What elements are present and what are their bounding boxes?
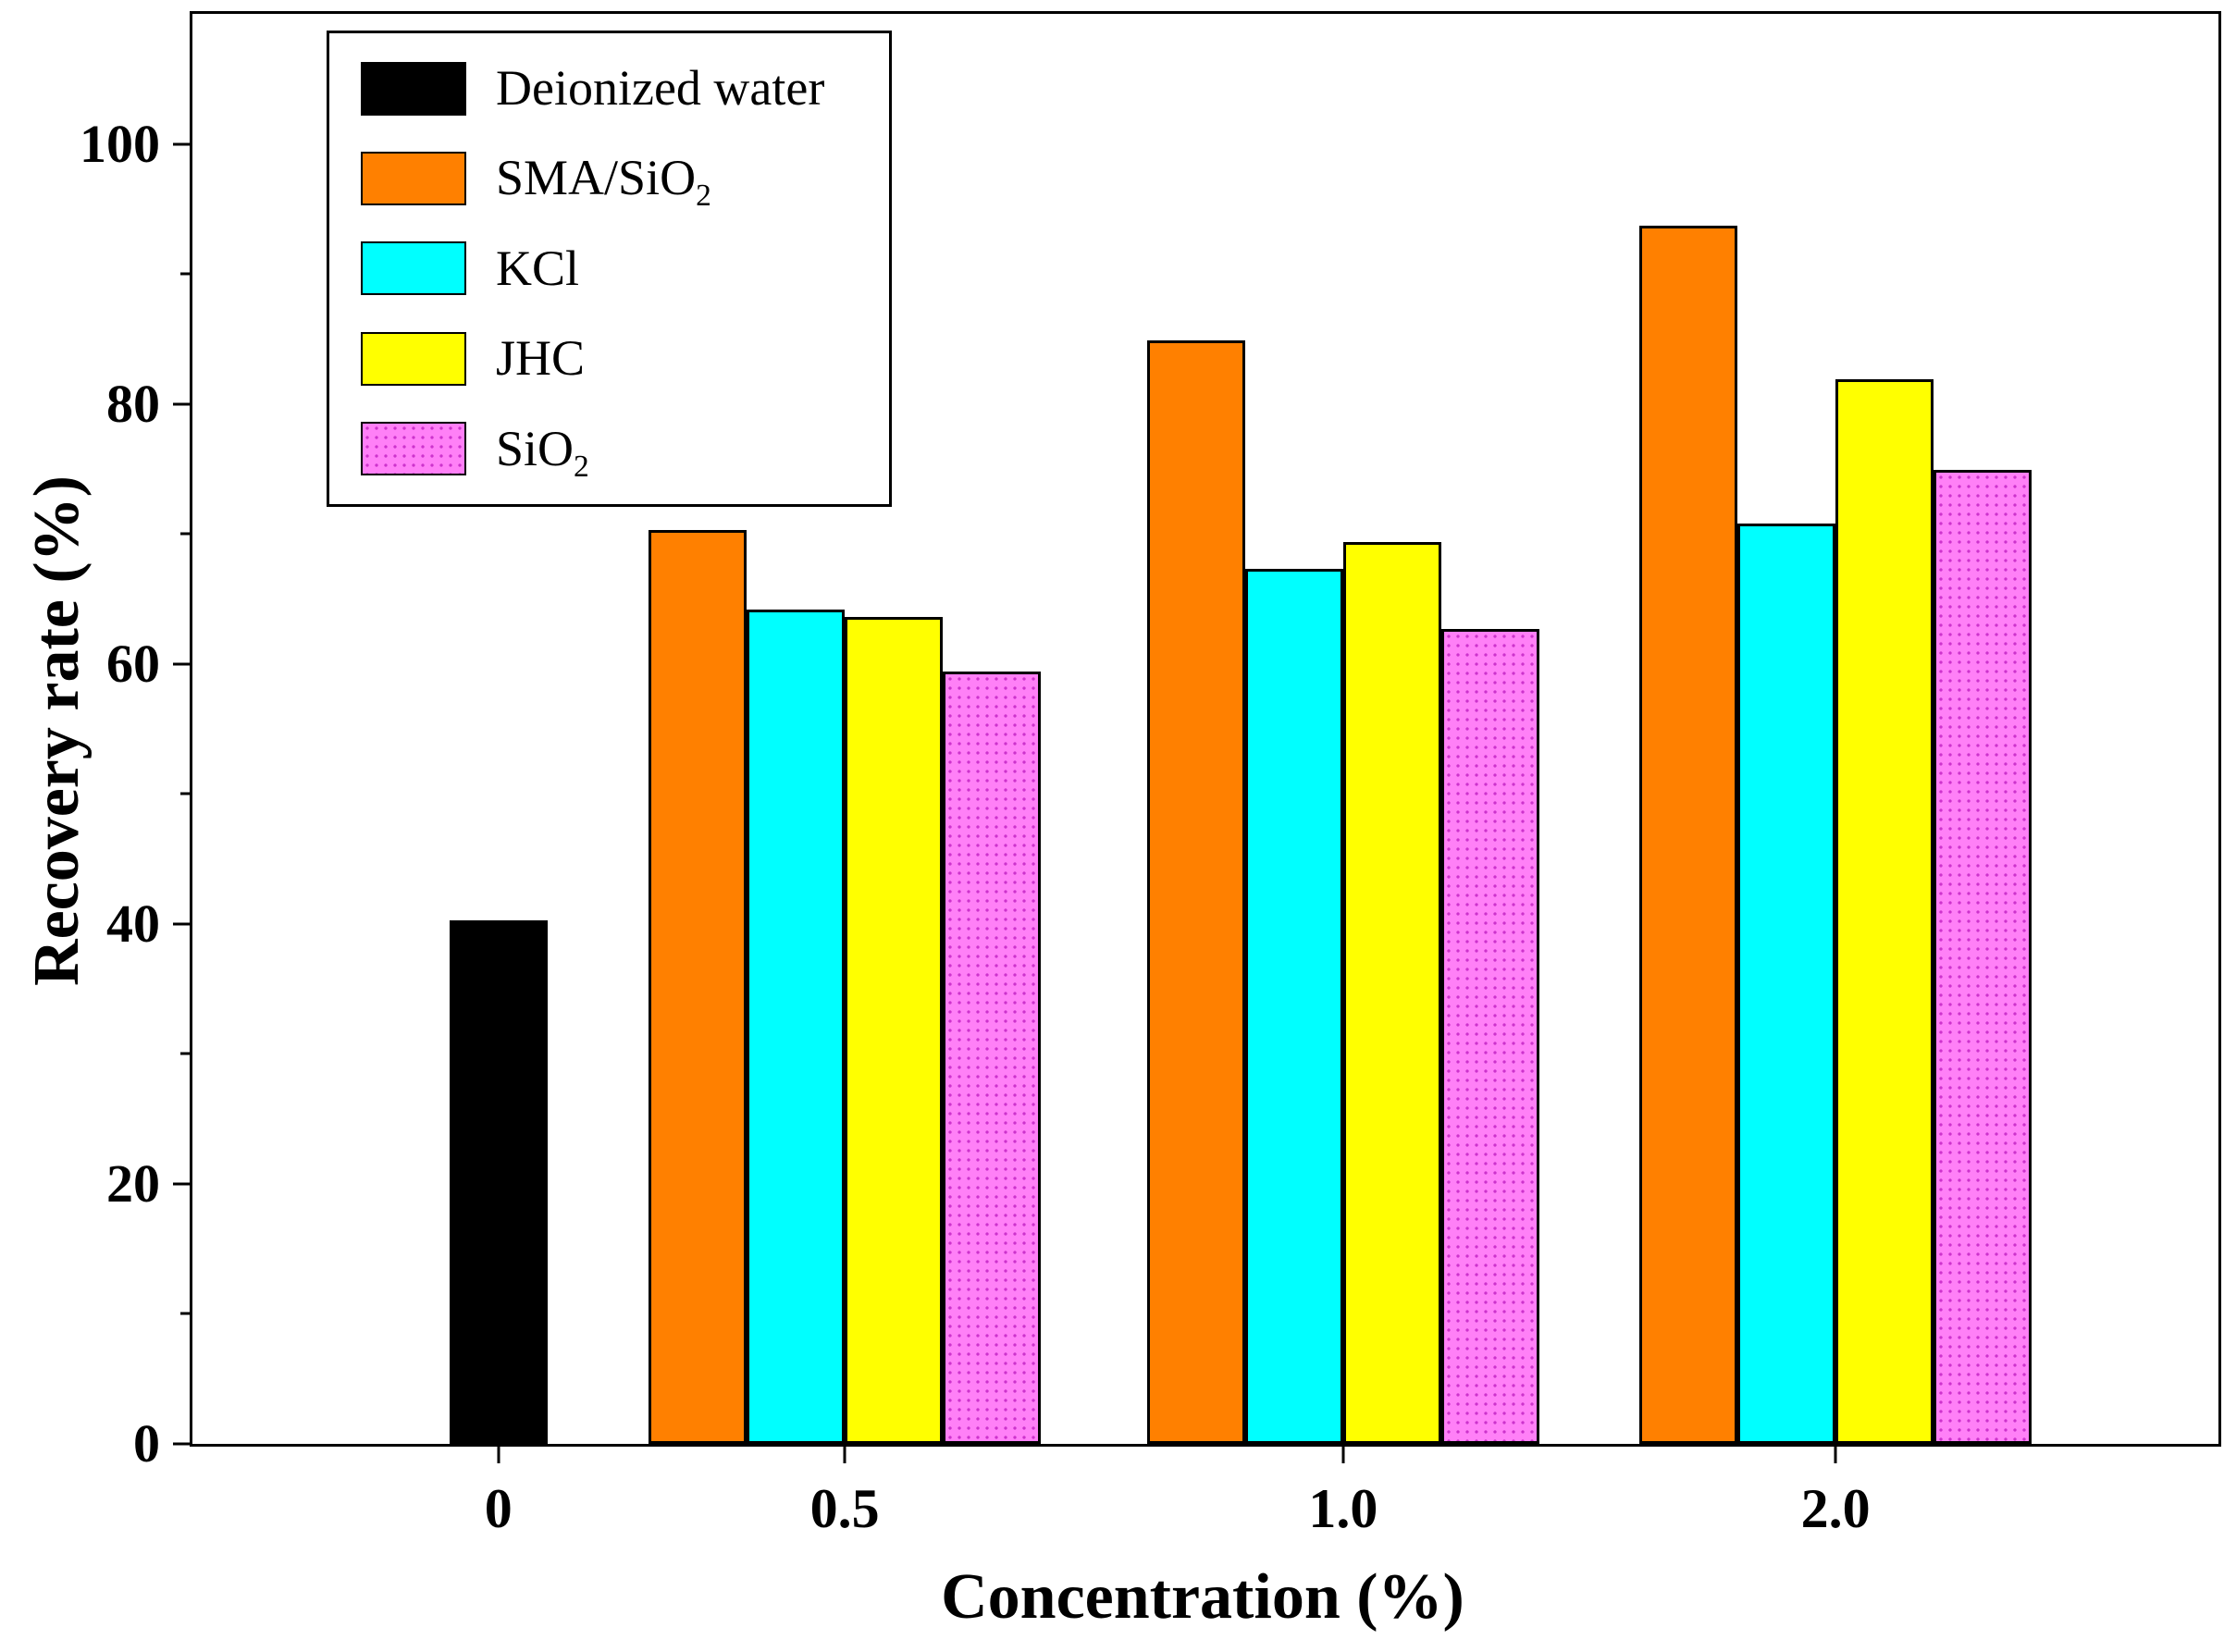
- x-axis-tick-label: 2.0: [1800, 1478, 1871, 1539]
- x-axis-tick-label: 0.5: [809, 1478, 880, 1539]
- subscript: 2: [696, 179, 711, 214]
- legend-swatch: [361, 422, 466, 476]
- x-axis-tick-label: 1.0: [1308, 1478, 1378, 1539]
- bar-sma-sio2: [649, 529, 748, 1444]
- plot-area: Deionized water SMA/SiO2 KCl JHC SiO2 0 20 40 6…: [80, 11, 2221, 1536]
- y-axis-major-tick: [173, 142, 190, 146]
- y-axis-tick-label: 80: [106, 373, 160, 434]
- bar-kcl: [747, 609, 846, 1444]
- y-axis-tick-label: 40: [106, 893, 160, 954]
- x-axis-title: Concentration (%): [941, 1561, 1464, 1633]
- y-axis-tick-label: 100: [80, 113, 160, 174]
- bar-jhc: [1835, 378, 1934, 1444]
- legend-label: KCl: [496, 240, 580, 296]
- bar-kcl: [1737, 523, 1836, 1444]
- bar-jhc: [845, 617, 944, 1444]
- y-axis-tick-label: 60: [106, 633, 160, 694]
- y-axis-minor-tick: [180, 272, 190, 276]
- x-axis-tick: [1834, 1447, 1837, 1463]
- legend-item: KCl: [361, 240, 824, 296]
- bar-sma-sio2: [1146, 339, 1245, 1444]
- legend-swatch: [361, 61, 466, 116]
- x-axis-tick: [1341, 1447, 1345, 1463]
- y-axis-major-tick: [173, 1182, 190, 1186]
- x-axis-tick: [843, 1447, 846, 1463]
- x-axis-tick: [497, 1447, 500, 1463]
- y-axis-major-tick: [173, 922, 190, 926]
- bar-jhc: [1342, 541, 1441, 1444]
- y-axis-minor-tick: [180, 532, 190, 536]
- legend-label: JHC: [496, 330, 586, 387]
- bar-deionized-water: [449, 919, 548, 1444]
- y-axis-major-tick: [173, 402, 190, 406]
- legend-item: SiO2: [361, 420, 824, 484]
- y-axis-minor-tick: [180, 1312, 190, 1315]
- legend-label: SMA/SiO2: [496, 150, 711, 214]
- legend-swatch: [361, 331, 466, 386]
- bar-sio2: [943, 672, 1042, 1444]
- bar-sio2: [1934, 470, 2032, 1444]
- legend-label: SiO2: [496, 420, 589, 484]
- y-axis-tick-label: 20: [106, 1153, 160, 1214]
- legend-item: Deionized water: [361, 60, 825, 116]
- y-axis-tick-label: 0: [133, 1413, 160, 1473]
- legend-swatch: [361, 152, 466, 206]
- y-axis-major-tick: [173, 1442, 190, 1446]
- legend-label: Deionized water: [496, 60, 825, 116]
- legend-item: JHC: [361, 330, 824, 387]
- subscript: 2: [574, 449, 589, 484]
- bar-kcl: [1244, 569, 1343, 1444]
- y-axis-major-tick: [173, 662, 190, 666]
- bar-sio2: [1440, 628, 1539, 1444]
- legend-item: SMA/SiO2: [361, 150, 824, 214]
- legend: Deionized water SMA/SiO2 KCl JHC SiO2: [327, 31, 893, 507]
- x-axis-tick-label: 0: [484, 1478, 513, 1539]
- legend-swatch: [361, 241, 466, 296]
- y-axis-minor-tick: [180, 1052, 190, 1055]
- y-axis-minor-tick: [180, 792, 190, 795]
- y-axis-title: Recovery rate (%): [21, 475, 93, 986]
- bar-sma-sio2: [1639, 226, 1738, 1444]
